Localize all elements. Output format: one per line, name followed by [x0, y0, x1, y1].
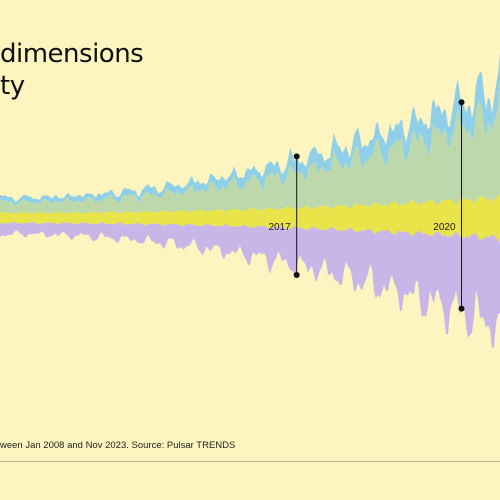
footer-divider [0, 461, 500, 462]
stream-layer-yellow [0, 193, 500, 243]
annotation-dot-bottom [293, 272, 300, 279]
stream-layer-blue [0, 52, 500, 206]
annotation-marker-2020: 2020 [433, 99, 465, 312]
annotation-label: 2020 [433, 222, 456, 233]
source-footnote: ween Jan 2008 and Nov 2023. Source: Puls… [0, 440, 236, 451]
stream-layer-purple [0, 222, 500, 349]
annotation-dot-top [293, 153, 300, 160]
chart-title-line-1: dimensions [0, 39, 144, 69]
chart-title: dimensions ty [0, 38, 144, 102]
annotation-marker-2017: 2017 [268, 153, 300, 279]
annotation-label: 2017 [268, 222, 291, 233]
stream-layer-green [0, 83, 500, 214]
annotation-dot-top [458, 99, 465, 106]
annotation-dot-bottom [458, 305, 465, 312]
chart-title-line-2: ty [0, 71, 25, 101]
